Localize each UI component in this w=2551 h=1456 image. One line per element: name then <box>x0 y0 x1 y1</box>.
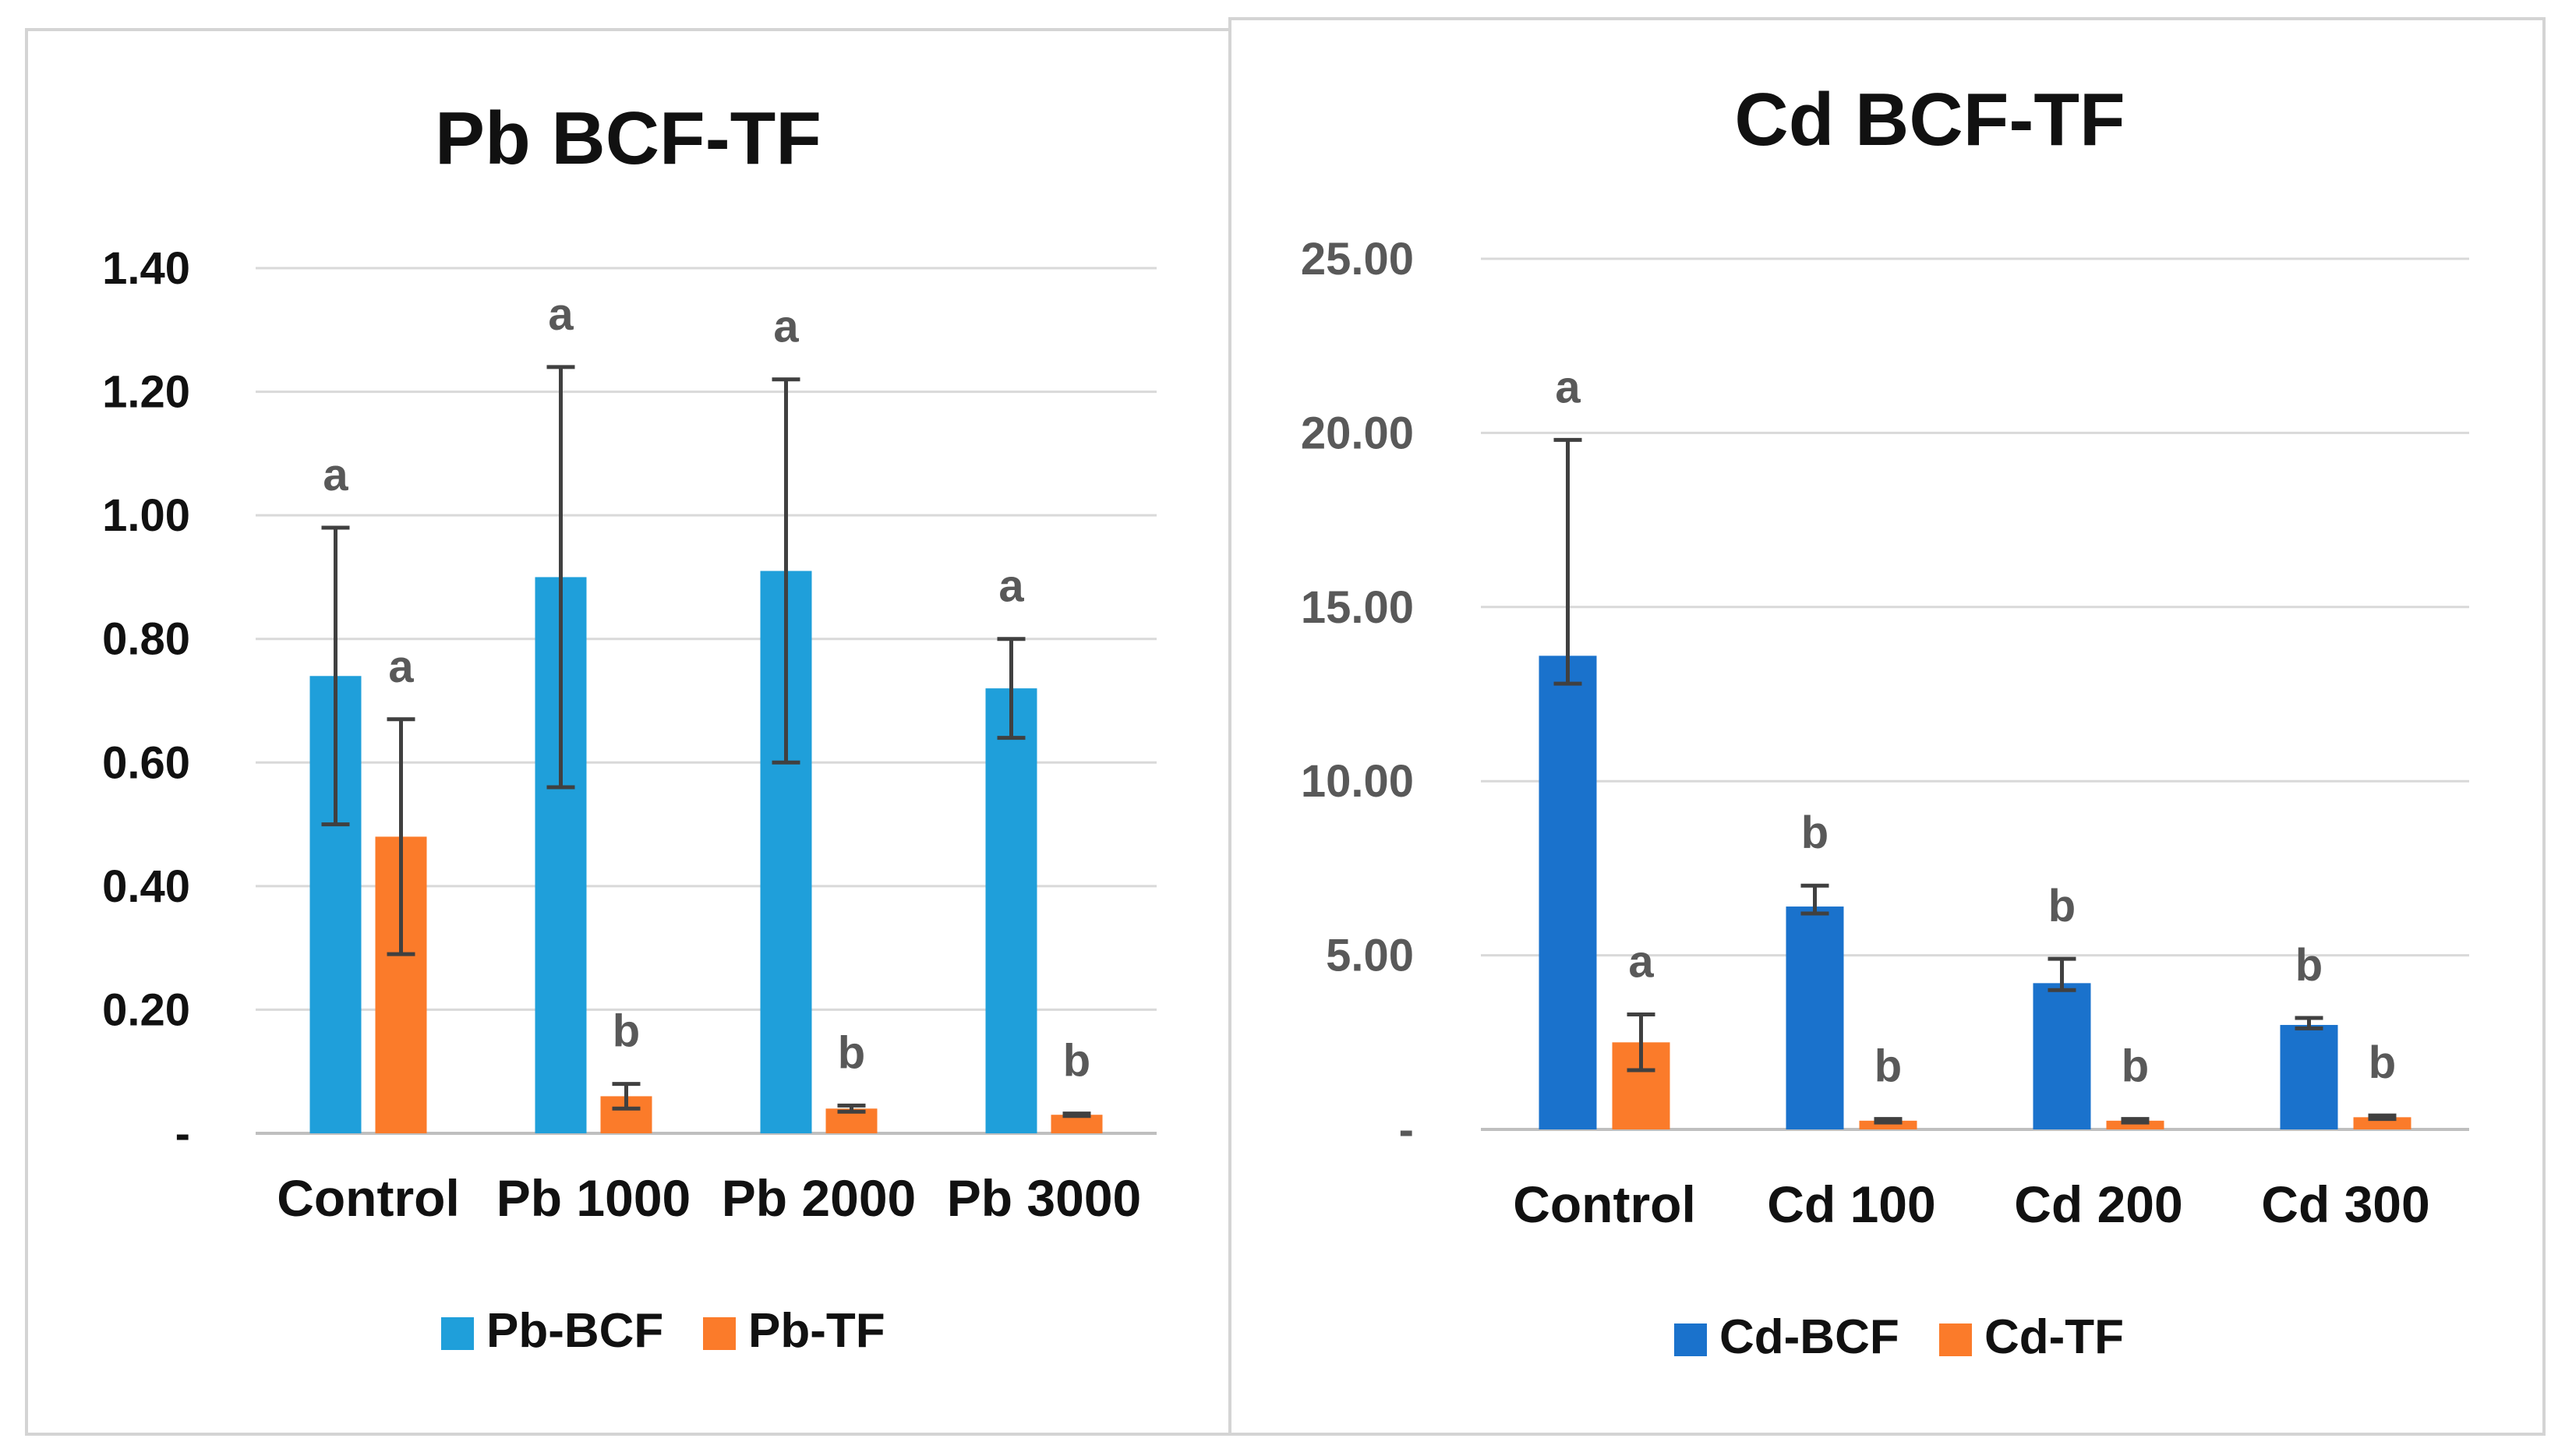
pb-chart-panel: Pb BCF-TF - 0.20 0.40 0.60 0.80 1.00 1.20 1.40 a a… <box>25 28 1231 1436</box>
cd-chart: Cd BCF-TF - 5.00 10.00 15.00 20.00 25.00 a a Cont… <box>1301 78 2469 1364</box>
y-tick-label: - <box>175 1108 190 1159</box>
y-tick-label: 0.40 <box>102 861 190 912</box>
legend-swatch-pb-bcf <box>441 1317 474 1350</box>
bar-cd-bcf <box>1786 906 1844 1129</box>
significance-label: a <box>388 641 414 692</box>
bar-pb-tf <box>1051 1115 1103 1133</box>
x-category-label: Control <box>277 1169 460 1227</box>
significance-label: a <box>1628 937 1654 988</box>
bar-cd-tf <box>2106 1120 2164 1129</box>
y-tick-label: 5.00 <box>1326 931 1414 981</box>
y-tick-label: 15.00 <box>1301 582 1414 633</box>
y-tick-label: 1.20 <box>102 367 190 418</box>
x-category-label: Cd 200 <box>2014 1175 2182 1233</box>
legend-label: Cd-TF <box>1984 1310 2124 1364</box>
x-category-label: Cd 100 <box>1767 1175 1935 1233</box>
chart-title: Cd BCF-TF <box>1734 78 2125 161</box>
significance-label: a <box>998 561 1024 612</box>
x-category-label: Pb 3000 <box>947 1169 1142 1227</box>
significance-label: a <box>1555 362 1581 412</box>
legend-label: Pb-TF <box>748 1304 885 1358</box>
y-tick-label: 1.00 <box>102 490 190 541</box>
significance-label: b <box>1801 808 1828 858</box>
cd-chart-panel: Cd BCF-TF - 5.00 10.00 15.00 20.00 25.00 a a Cont… <box>1228 17 2546 1436</box>
significance-label: a <box>548 289 574 340</box>
chart-title: Pb BCF-TF <box>435 97 821 180</box>
legend-swatch-pb-tf <box>703 1317 736 1350</box>
legend-swatch-cd-bcf <box>1674 1323 1707 1356</box>
significance-label: a <box>323 450 348 500</box>
y-tick-label: 0.80 <box>102 614 190 665</box>
legend-label: Pb-BCF <box>486 1304 663 1358</box>
significance-label: b <box>613 1006 640 1057</box>
significance-label: b <box>2295 940 2323 991</box>
bar-cd-tf <box>1859 1120 1917 1129</box>
y-tick-label: 10.00 <box>1301 756 1414 807</box>
x-category-label: Cd 300 <box>2261 1175 2429 1233</box>
x-category-label: Control <box>1513 1175 1696 1233</box>
y-tick-label: 25.00 <box>1301 234 1414 284</box>
y-tick-label: - <box>1399 1104 1414 1155</box>
y-tick-label: 0.20 <box>102 984 190 1035</box>
significance-label: b <box>1063 1036 1090 1087</box>
y-tick-label: 1.40 <box>102 243 190 294</box>
bar-cd-bcf <box>2280 1024 2338 1129</box>
bar-pb-bcf <box>985 688 1037 1133</box>
bar-cd-tf <box>2353 1117 2411 1129</box>
significance-label: b <box>2048 881 2076 931</box>
significance-label: b <box>2369 1037 2396 1088</box>
x-category-label: Pb 2000 <box>722 1169 917 1227</box>
significance-label: a <box>773 302 799 352</box>
legend-swatch-cd-tf <box>1939 1323 1972 1356</box>
bar-cd-bcf <box>2033 983 2091 1129</box>
significance-label: b <box>838 1027 865 1078</box>
y-tick-label: 0.60 <box>102 737 190 788</box>
y-tick-label: 20.00 <box>1301 408 1414 458</box>
x-category-label: Pb 1000 <box>496 1169 691 1227</box>
pb-chart: Pb BCF-TF - 0.20 0.40 0.60 0.80 1.00 1.20 1.40 a a… <box>102 97 1157 1358</box>
significance-label: b <box>1874 1041 1902 1092</box>
bar-cd-bcf <box>1539 656 1597 1129</box>
significance-label: b <box>2122 1041 2149 1092</box>
legend-label: Cd-BCF <box>1719 1310 1899 1364</box>
